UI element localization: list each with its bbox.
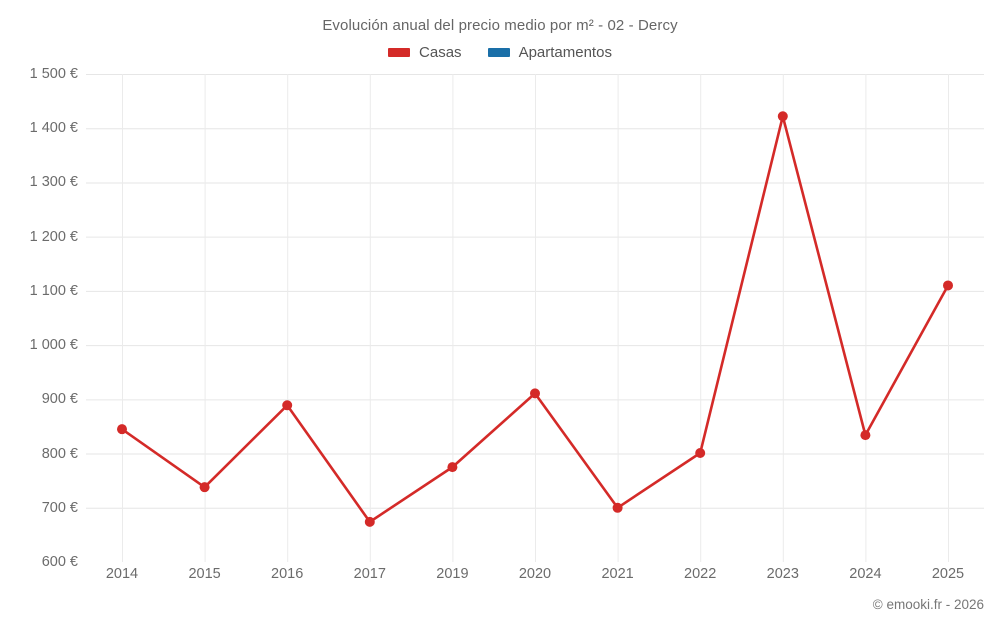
y-axis-labels: 600 € 700 € 800 € 900 € 1 000 € 1 100 € 1 200 … [0,66,78,570]
x-axis-tick-label: 2017 [353,566,386,582]
y-axis-tick-label: 800 € [41,445,78,462]
y-axis-tick-label: 1 000 € [29,337,78,354]
legend-swatch-icon [487,48,510,57]
y-axis-tick-label: 600 € [41,554,78,570]
y-axis-tick-label: 1 300 € [29,174,78,191]
data-point-marker[interactable] [695,448,706,459]
data-point-marker[interactable] [199,482,210,493]
y-axis-tick-label: 1 200 € [29,228,78,245]
legend-swatch-icon [388,48,411,57]
gridlines [86,74,984,562]
x-axis-tick-label: 2021 [601,566,634,582]
data-point-marker[interactable] [530,388,540,399]
x-axis-tick-label: 2025 [931,566,965,582]
legend-item-label: Casas [419,44,462,61]
y-axis-tick-label: 700 € [41,499,78,516]
x-axis-labels: 2014 2015 2016 2017 2019 2020 2021 2022 2023 2024… [86,566,984,590]
x-axis-tick-label: 2024 [849,566,882,582]
data-point-marker[interactable] [447,462,458,473]
x-axis-tick-label: 2023 [766,566,799,582]
data-point-marker[interactable] [612,502,623,513]
x-axis-tick-label: 2016 [271,566,304,582]
legend-item-label: Apartamentos [518,44,612,61]
data-point-marker[interactable] [943,280,953,291]
x-axis-tick-label: 2022 [684,566,717,582]
x-axis-tick-label: 2015 [188,566,221,582]
legend-item-apartamentos[interactable]: Apartamentos [487,44,612,61]
legend-item-casas[interactable]: Casas [388,45,462,60]
y-axis-tick-label: 900 € [41,391,78,408]
data-point-marker[interactable] [777,111,788,122]
series-layer [117,111,953,527]
page-title: Evolución anual del precio medio por m² … [322,17,678,34]
data-point-marker[interactable] [364,516,375,527]
y-axis-tick-label: 1 100 € [29,282,78,299]
x-axis-tick-label: 2014 [105,566,139,582]
data-point-marker[interactable] [117,424,127,435]
footer-credit: © emooki.fr - 2026 [872,597,984,612]
x-axis-tick-label: 2019 [436,566,469,582]
x-axis-tick-label: 2020 [518,566,552,582]
data-point-marker[interactable] [282,400,293,411]
y-axis-tick-label: 1 500 € [29,66,78,82]
y-axis-tick-label: 1 400 € [29,120,78,137]
chart-svg [86,74,984,562]
data-point-marker[interactable] [860,430,871,441]
plot-area [86,74,984,562]
chart-legend: Casas Apartamentos [0,45,1000,60]
